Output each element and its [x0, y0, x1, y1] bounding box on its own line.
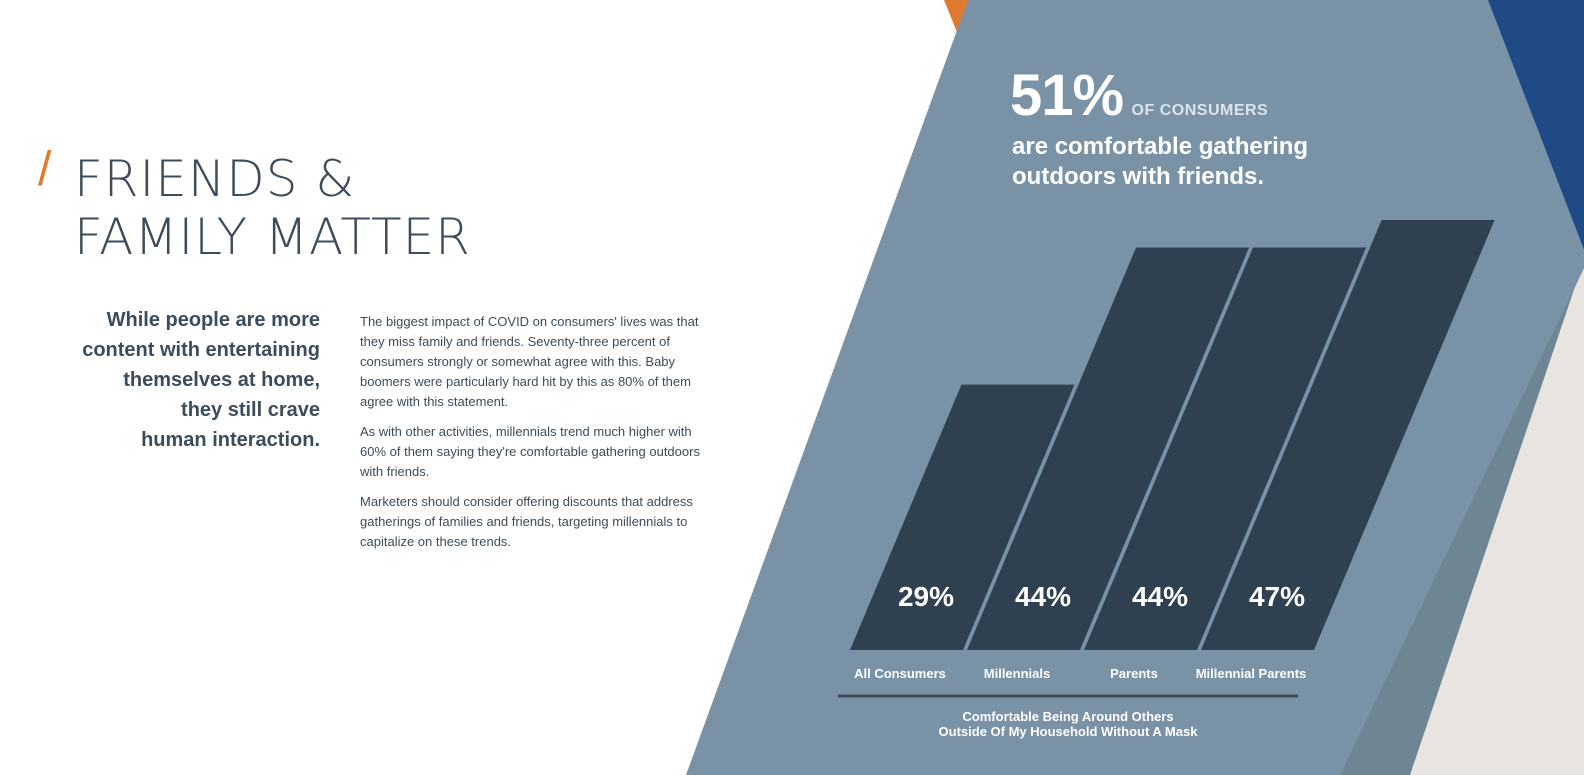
category-label: All Consumers [854, 666, 946, 681]
category-label: Millennials [984, 666, 1050, 681]
subheading-line: While people are more [106, 309, 320, 331]
bar-value-label: 44% [1132, 581, 1188, 612]
subheading-line: human interaction. [141, 429, 320, 451]
subheading-line: content with entertaining [82, 339, 320, 361]
page-title: FRIENDS & FAMILY MATTER [74, 150, 471, 266]
title-line-1: FRIENDS & [74, 150, 356, 208]
bar [1201, 220, 1495, 650]
title-line-2: FAMILY MATTER [74, 208, 471, 266]
body-copy: The biggest impact of COVID on consumers… [360, 312, 705, 562]
callout-description: are comfortable gathering outdoors with … [1012, 133, 1309, 190]
bar [850, 384, 1075, 650]
body-paragraph: Marketers should consider offering disco… [360, 494, 693, 549]
category-label: Parents [1110, 666, 1158, 681]
bar [1084, 247, 1367, 650]
x-axis-title: Comfortable Being Around Others [962, 709, 1173, 724]
subheading-line: themselves at home, [123, 369, 320, 391]
bar-value-label: 44% [1015, 581, 1071, 612]
callout-of-label: OF CONSUMERS [1131, 102, 1269, 119]
callout-stat: 51% OF CONSUMERS [1010, 62, 1268, 129]
bar-value-label: 29% [898, 581, 954, 612]
body-paragraph: The biggest impact of COVID on consumers… [360, 314, 699, 409]
heading-slash: / [38, 143, 52, 196]
x-axis-title: Outside Of My Household Without A Mask [939, 724, 1199, 739]
subheading-line: they still crave [181, 399, 320, 421]
subheading: While people are more content with enter… [40, 305, 320, 455]
category-label: Millennial Parents [1196, 666, 1307, 681]
bars-group [850, 220, 1495, 650]
callout-percent: 51% [1010, 63, 1124, 128]
body-paragraph: As with other activities, millennials tr… [360, 424, 700, 479]
bar-value-label: 47% [1249, 581, 1305, 612]
labels-group: 29% All Consumers 44% Millennials 44% Parents… [838, 581, 1306, 739]
bar [967, 247, 1250, 650]
